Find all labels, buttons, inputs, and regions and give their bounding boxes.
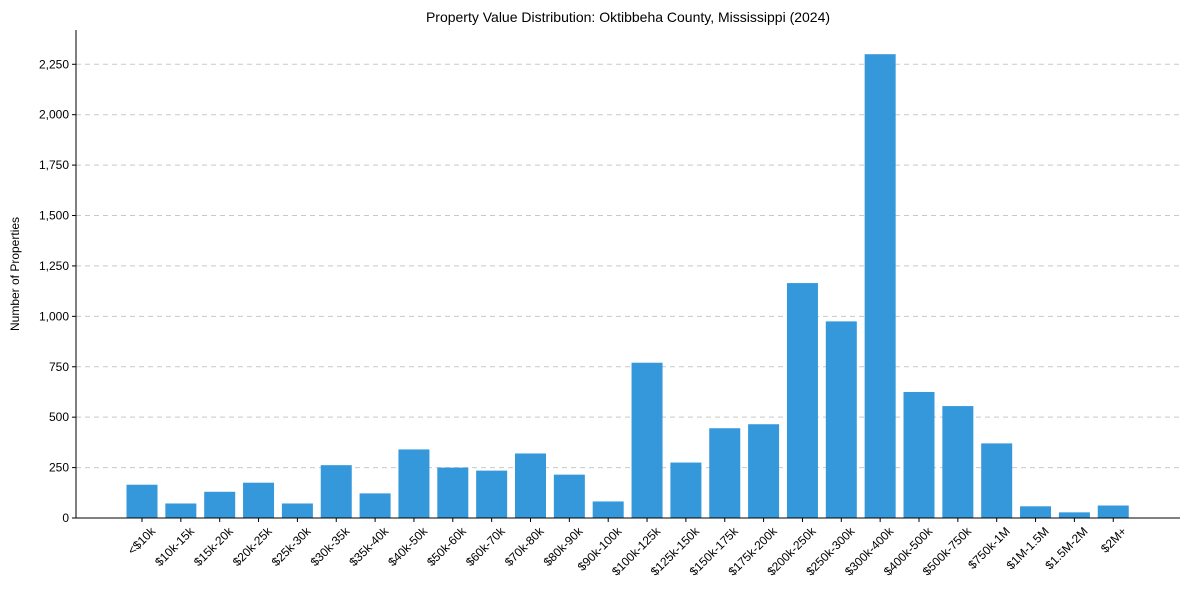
bar: [1020, 506, 1052, 518]
y-tick-label: 0: [62, 511, 69, 525]
bar: [320, 465, 352, 518]
x-tick-label: $40k-50k: [385, 524, 431, 570]
y-tick-label: 1,000: [39, 309, 69, 323]
x-tick-label: $20k-25k: [230, 524, 276, 570]
chart-title: Property Value Distribution: Oktibbeha C…: [426, 9, 830, 25]
x-tick-label: $1.5M-2M: [1042, 524, 1090, 572]
x-tick-label: $10k-15k: [152, 524, 198, 570]
x-tick-label: $15k-20k: [191, 524, 237, 570]
bar: [281, 503, 313, 518]
bars: [126, 54, 1129, 518]
x-tick-label: $70k-80k: [502, 524, 548, 570]
gridlines: [76, 63, 1180, 469]
bar: [748, 424, 780, 518]
y-axis-label: Number of Properties: [8, 217, 22, 331]
bar: [126, 484, 158, 518]
bar: [398, 449, 430, 518]
y-tick-label: 750: [49, 360, 69, 374]
bar: [204, 491, 236, 518]
y-tick-label: 1,750: [39, 158, 69, 172]
x-tick-label: $2M+: [1098, 524, 1129, 555]
y-tick-label: 2,250: [39, 57, 69, 71]
x-tick-label: <$10k: [125, 524, 159, 558]
bar: [825, 321, 857, 518]
bar: [476, 470, 508, 518]
x-tick-label: $25k-30k: [269, 524, 315, 570]
x-ticks: <$10k$10k-15k$15k-20k$20k-25k$25k-30k$30…: [125, 518, 1129, 578]
bar: [942, 406, 974, 518]
bar: [786, 283, 818, 518]
bar: [592, 501, 624, 518]
x-tick-label: $30k-35k: [308, 524, 354, 570]
bar: [515, 453, 546, 518]
bar: [243, 482, 275, 518]
bar: [709, 428, 741, 518]
bar: [1058, 512, 1090, 518]
bar: [903, 391, 935, 518]
y-tick-label: 1,500: [39, 209, 69, 223]
bar: [631, 362, 663, 518]
y-tick-label: 2,000: [39, 108, 69, 122]
bar: [437, 467, 469, 518]
x-tick-label: $35k-40k: [346, 524, 392, 570]
x-tick-label: $50k-60k: [424, 524, 470, 570]
bar: [553, 474, 585, 518]
bar: [165, 503, 197, 518]
y-tick-label: 250: [49, 461, 69, 475]
axes: [75, 30, 1180, 519]
bar: [1097, 505, 1129, 518]
bar: [670, 462, 702, 518]
x-tick-label: $60k-70k: [463, 524, 509, 570]
bar: [864, 54, 896, 518]
bar: [359, 493, 391, 518]
y-tick-label: 1,250: [39, 259, 69, 273]
y-tick-label: 500: [49, 410, 69, 424]
y-ticks: 0 250 500 750 1,000 1,250 1,500 1,750 2,000 2,250: [39, 57, 76, 525]
bar: [981, 443, 1013, 518]
